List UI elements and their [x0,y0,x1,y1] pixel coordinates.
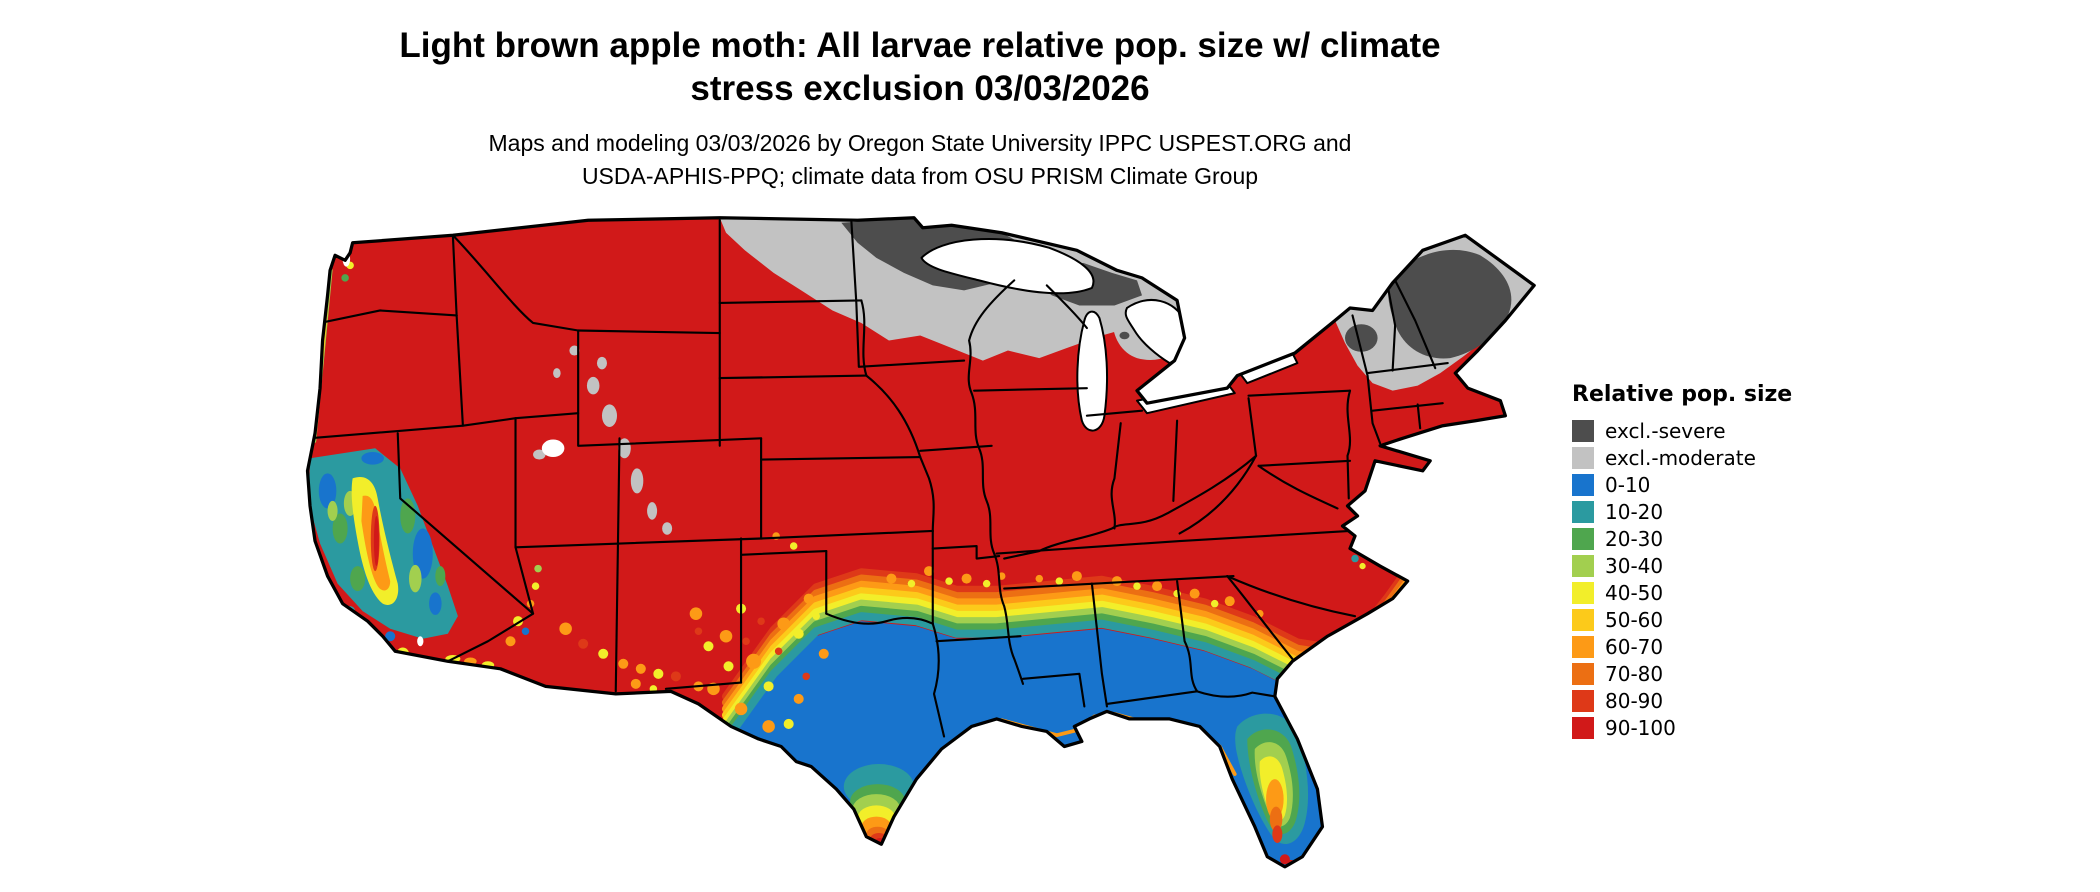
legend-swatch-80-90 [1572,689,1594,712]
lake-superior [920,238,1095,295]
legend-item: 20-30 [1572,525,1792,552]
legend-swatch-50-60 [1572,608,1594,631]
legend-item: 40-50 [1572,579,1792,606]
legend-item: 10-20 [1572,498,1792,525]
map-legend: Relative pop. size excl.-severe excl.-mo… [1572,382,1792,741]
legend-label: 0-10 [1605,472,1651,497]
legend-label: excl.-moderate [1605,445,1756,470]
legend-label: 40-50 [1605,580,1664,605]
us-map-svg [305,216,1536,869]
legend-label: 60-70 [1605,634,1664,659]
legend-swatch-40-50 [1572,581,1594,604]
us-border-outline [305,216,1536,869]
legend-title: Relative pop. size [1572,382,1793,407]
lake-michigan [1076,310,1108,432]
legend-label: 50-60 [1605,607,1664,632]
subtitle-line-2: USDA-APHIS-PPQ; climate data from OSU PR… [581,163,1259,189]
great-salt-lake [541,439,565,458]
legend-swatch-excl-moderate [1572,446,1594,469]
subtitle-line-1: Maps and modeling 03/03/2026 by Oregon S… [488,130,1352,156]
legend-swatch-20-30 [1572,527,1594,550]
state-borders [307,219,1449,738]
legend-swatch-excl-severe [1572,419,1594,442]
legend-item: 0-10 [1572,471,1792,498]
legend-swatch-30-40 [1572,554,1594,577]
figure-header: Light brown apple moth: All larvae relat… [0,24,1840,193]
legend-item: 30-40 [1572,552,1792,579]
legend-swatch-70-80 [1572,662,1594,685]
map-raster-layers [307,217,1535,867]
title-line-2: stress exclusion 03/03/2026 [690,69,1150,108]
figure-title: Light brown apple moth: All larvae relat… [0,24,1840,110]
legend-swatch-60-70 [1572,635,1594,658]
legend-item: 50-60 [1572,606,1792,633]
legend-item: excl.-severe [1572,417,1792,444]
legend-label: 20-30 [1605,526,1664,551]
title-line-1: Light brown apple moth: All larvae relat… [399,26,1441,65]
southeast-mottle [886,554,1366,618]
south-texas-hotspot [843,764,914,848]
legend-item: excl.-moderate [1572,444,1792,471]
florida-gradient [1235,713,1309,867]
legend-label: 70-80 [1605,661,1664,686]
legend-label: 10-20 [1605,499,1664,524]
us-choropleth-map [300,200,1553,877]
figure-subtitle: Maps and modeling 03/03/2026 by Oregon S… [0,127,1840,193]
legend-swatch-0-10 [1572,473,1594,496]
legend-label: 80-90 [1605,688,1664,713]
legend-item: 70-80 [1572,660,1792,687]
west-texas-mottle [630,532,829,733]
legend-label: 90-100 [1605,715,1676,740]
legend-item: 60-70 [1572,633,1792,660]
legend-label: 30-40 [1605,553,1664,578]
legend-swatch-90-100 [1572,716,1594,739]
legend-item: 90-100 [1572,714,1792,741]
legend-label: excl.-severe [1605,418,1726,443]
legend-swatch-10-20 [1572,500,1594,523]
legend-item: 80-90 [1572,687,1792,714]
